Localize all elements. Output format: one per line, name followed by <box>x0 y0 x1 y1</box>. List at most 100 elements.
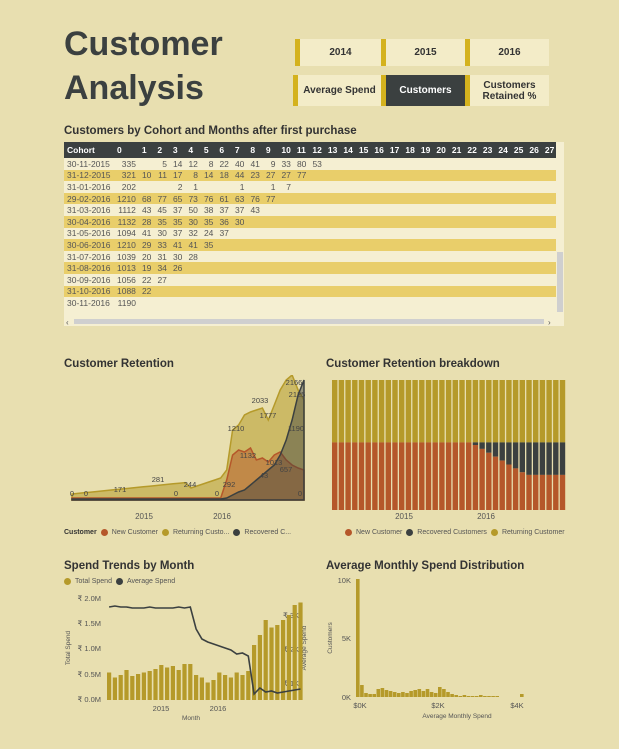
column-header[interactable]: 16 <box>371 142 387 158</box>
table-cell <box>448 158 465 170</box>
table-cell <box>448 169 465 182</box>
year-button-2015[interactable]: 2015 <box>381 39 465 66</box>
table-cell <box>479 297 496 309</box>
data-label: 281 <box>152 475 165 484</box>
metric-button-average-spend[interactable]: Average Spend <box>293 75 381 106</box>
table-cell <box>185 273 201 286</box>
table-cell <box>448 227 465 240</box>
column-header[interactable]: 14 <box>340 142 356 158</box>
legend-item[interactable]: New Customer <box>356 529 403 536</box>
data-label: 0 <box>70 489 74 498</box>
histogram-bar <box>413 690 417 697</box>
column-header[interactable]: 6 <box>216 142 232 158</box>
column-header[interactable]: 21 <box>448 142 465 158</box>
scroll-right-icon[interactable]: › <box>548 318 551 326</box>
table-cell <box>340 227 356 240</box>
table-cell <box>185 262 201 274</box>
column-header[interactable]: 18 <box>402 142 418 158</box>
column-header[interactable]: 26 <box>526 142 542 158</box>
table-cell <box>371 262 387 274</box>
table-cell: 76 <box>247 192 263 205</box>
table-cell: 35 <box>154 215 170 228</box>
column-header[interactable]: 13 <box>324 142 341 158</box>
table-cell <box>355 169 372 182</box>
metric-button-customers-retained[interactable]: Customers Retained % <box>465 75 549 106</box>
table-cell <box>138 158 155 170</box>
new-segment <box>352 442 358 510</box>
legend-item[interactable]: Total Spend <box>75 578 112 585</box>
column-header[interactable]: 17 <box>386 142 403 158</box>
legend-item[interactable]: New Customer <box>111 529 158 536</box>
scroll-left-icon[interactable]: ‹ <box>66 318 69 326</box>
column-header[interactable]: 12 <box>309 142 325 158</box>
table-cell <box>355 227 372 240</box>
table-cell: 321 <box>114 169 139 182</box>
legend-item[interactable]: Recovered C... <box>244 529 292 536</box>
legend-item[interactable]: Returning Customer <box>501 529 565 536</box>
spend-bar <box>170 666 175 700</box>
table-cell: 45 <box>154 204 170 216</box>
table-cell <box>309 204 325 216</box>
column-header[interactable]: 19 <box>417 142 434 158</box>
column-header[interactable]: 27 <box>541 142 558 158</box>
recovered-segment <box>472 442 479 445</box>
spend-legend: Total Spend Average Spend <box>64 578 175 585</box>
column-header[interactable]: 10 <box>278 142 294 158</box>
column-header[interactable]: 25 <box>510 142 527 158</box>
year-button-2016[interactable]: 2016 <box>465 39 549 66</box>
returning-segment <box>338 380 345 443</box>
scrollbar-thumb[interactable] <box>557 252 563 312</box>
column-header[interactable]: 1 <box>138 142 155 158</box>
table-cell: 24 <box>200 227 217 240</box>
column-header[interactable]: Cohort <box>64 142 114 158</box>
column-header[interactable]: 7 <box>231 142 248 158</box>
column-header[interactable]: 9 <box>262 142 279 158</box>
column-header[interactable]: 24 <box>495 142 511 158</box>
table-cell: 335 <box>114 158 139 170</box>
column-header[interactable]: 2 <box>154 142 170 158</box>
column-header[interactable]: 8 <box>247 142 263 158</box>
table-cell: 26 <box>169 262 186 274</box>
year-button-2014[interactable]: 2014 <box>295 39 381 66</box>
title-line-1: Customer <box>64 25 223 63</box>
column-header[interactable]: 20 <box>433 142 449 158</box>
scrollbar-thumb[interactable] <box>74 319 544 324</box>
metric-button-customers[interactable]: Customers <box>381 75 465 106</box>
column-header[interactable]: 5 <box>200 142 217 158</box>
returning-segment <box>439 380 445 443</box>
legend-item[interactable]: Recovered Customers <box>417 529 487 536</box>
table-cell <box>386 169 403 182</box>
data-label: 1190 <box>288 424 304 433</box>
table-cell: 37 <box>169 227 186 240</box>
spend-bar <box>263 620 268 700</box>
new-segment <box>499 460 505 510</box>
table-cell <box>541 250 558 263</box>
table-cell <box>262 227 279 240</box>
legend-item[interactable]: Average Spend <box>126 578 176 585</box>
table-cell <box>386 250 403 263</box>
x-axis-label: Month <box>182 715 200 722</box>
column-header[interactable]: 3 <box>169 142 186 158</box>
histogram-bar <box>380 688 385 697</box>
column-header[interactable]: 23 <box>479 142 496 158</box>
table-cell <box>262 273 279 286</box>
table-vertical-scrollbar[interactable] <box>556 142 564 317</box>
histogram-bar <box>466 696 471 697</box>
column-header[interactable]: 11 <box>293 142 310 158</box>
column-header[interactable]: 15 <box>355 142 372 158</box>
column-header[interactable]: 22 <box>464 142 480 158</box>
table-cell <box>340 215 356 228</box>
distribution-chart: 10K 5K 0K Customers $0K $2K $4K Average … <box>327 576 524 720</box>
table-cell <box>278 262 294 274</box>
histogram-bar <box>397 693 401 697</box>
table-cell <box>293 262 310 274</box>
table-horizontal-scrollbar[interactable] <box>64 317 556 326</box>
column-header[interactable]: 4 <box>185 142 201 158</box>
table-cell <box>510 181 527 193</box>
spend-chart: ₹ 2.0M ₹ 1.5M ₹ 1.0M ₹ 0.5M ₹ 0.0M ₹ 3K … <box>65 594 308 722</box>
column-header[interactable]: 0 <box>114 142 139 158</box>
new-segment <box>385 442 391 510</box>
y-tick: 0K <box>342 693 351 702</box>
legend-item[interactable]: Returning Custo... <box>172 529 230 536</box>
table-cell <box>479 204 496 216</box>
